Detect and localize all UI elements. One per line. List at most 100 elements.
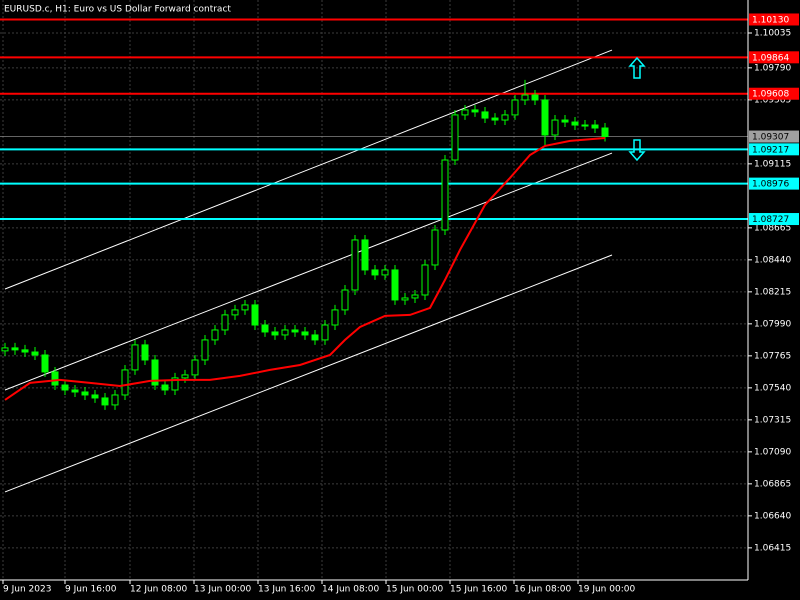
candle-body	[311, 334, 319, 341]
candle-body	[21, 349, 29, 353]
candle-body	[591, 124, 599, 129]
level-label-box	[749, 51, 799, 64]
candle-body	[111, 394, 119, 406]
candle-body	[541, 99, 549, 136]
moving-average	[4, 137, 606, 401]
x-tick-label: 15 Jun 16:00	[450, 585, 507, 595]
candle-body	[491, 117, 499, 121]
candle-body	[141, 344, 149, 361]
y-tick-label: 1.08440	[754, 255, 791, 265]
candle-body	[161, 384, 169, 391]
candle-body	[381, 269, 389, 276]
y-tick-label: 1.08665	[754, 223, 791, 233]
candle-body	[261, 324, 269, 333]
level-label-box	[749, 143, 799, 156]
candle-body	[211, 329, 219, 341]
y-tick-label: 1.09790	[754, 63, 791, 73]
level-label: 1.10130	[752, 15, 789, 25]
marks	[0, 18, 748, 493]
level-label-box	[749, 13, 799, 26]
y-tick-label: 1.08215	[754, 287, 791, 297]
y-tick-label: 1.07990	[754, 319, 791, 329]
candle-body	[91, 394, 99, 399]
candle-body	[31, 351, 39, 356]
level-label-box	[749, 177, 799, 190]
candle-body	[291, 329, 299, 333]
candle-body	[221, 314, 229, 331]
candle-body	[371, 269, 379, 276]
candle-body	[121, 369, 129, 396]
level-label: 1.09608	[752, 90, 789, 100]
level-label: 1.09864	[752, 53, 789, 63]
level-label-box	[749, 87, 799, 100]
level-label: 1.08727	[752, 215, 789, 225]
y-tick-label: 1.07090	[754, 447, 791, 457]
candle-body	[11, 347, 19, 351]
candle-body	[101, 397, 109, 406]
channel-line	[4, 152, 613, 391]
y-tick-label: 1.09115	[754, 159, 791, 169]
candle-body	[481, 111, 489, 119]
candle-body	[131, 344, 139, 371]
candle-body	[321, 324, 329, 341]
candle-body	[411, 294, 419, 299]
axis-labels: 1.10035 1.09790 1.09565 1.09115 1.08665 1.084…	[2, 13, 799, 595]
candle-body	[571, 121, 579, 126]
y-tick-label: 1.06865	[754, 479, 791, 489]
x-tick-label: 15 Jun 00:00	[386, 585, 443, 595]
candle-body	[551, 119, 559, 136]
candle-body	[421, 264, 429, 296]
y-tick-label: 1.06415	[754, 543, 791, 553]
y-tick-label: 1.06640	[754, 511, 791, 521]
candle-body	[511, 99, 519, 116]
candle-body	[531, 94, 539, 101]
candle-body	[201, 339, 209, 361]
candle-body	[581, 124, 589, 127]
x-tick-label: 9 Jun 2023	[3, 585, 51, 595]
candle-body	[451, 114, 459, 161]
channel-line	[4, 254, 613, 493]
level-label: 1.08976	[752, 180, 789, 190]
candle-body	[251, 304, 259, 326]
candle-body	[601, 127, 609, 138]
candle-body	[171, 377, 179, 391]
x-tick-label: 13 Jun 16:00	[258, 585, 315, 595]
candle-body	[501, 114, 509, 121]
level-label-box	[749, 213, 799, 226]
channel-line	[4, 49, 613, 290]
x-tick-label: 19 Jun 00:00	[578, 585, 635, 595]
candle-body	[301, 331, 309, 336]
candle-body	[441, 159, 449, 231]
x-tick-label: 13 Jun 00:00	[194, 585, 251, 595]
candle-body	[151, 359, 159, 386]
level-label: 1.09217	[752, 145, 789, 155]
candle-body	[331, 309, 339, 326]
candle-body	[391, 269, 399, 301]
candle-body	[271, 331, 279, 336]
candle-body	[81, 391, 89, 396]
grid	[0, 0, 748, 580]
chart-title: EURUSD.c, H1: Euro vs US Dollar Forward …	[4, 5, 231, 15]
candle-body	[431, 229, 439, 266]
candle-body	[471, 109, 479, 113]
x-tick-label: 14 Jun 08:00	[322, 585, 379, 595]
candle-body	[521, 94, 529, 101]
x-tick-label: 12 Jun 08:00	[130, 585, 187, 595]
sell-arrow	[628, 139, 646, 162]
candle-body	[41, 354, 49, 373]
y-tick-label: 1.09565	[754, 95, 791, 105]
candle-body	[51, 371, 59, 386]
y-tick-label: 1.07765	[754, 351, 791, 361]
candle-body	[401, 297, 409, 301]
buy-arrow	[628, 56, 646, 79]
x-tick-label: 16 Jun 08:00	[514, 585, 571, 595]
candle-body	[61, 384, 69, 391]
candle-body	[281, 329, 289, 336]
current-price-box	[749, 130, 799, 143]
candle-body	[461, 109, 469, 116]
x-tick-label: 9 Jun 16:00	[65, 585, 117, 595]
y-tick-label: 1.10035	[754, 28, 791, 38]
